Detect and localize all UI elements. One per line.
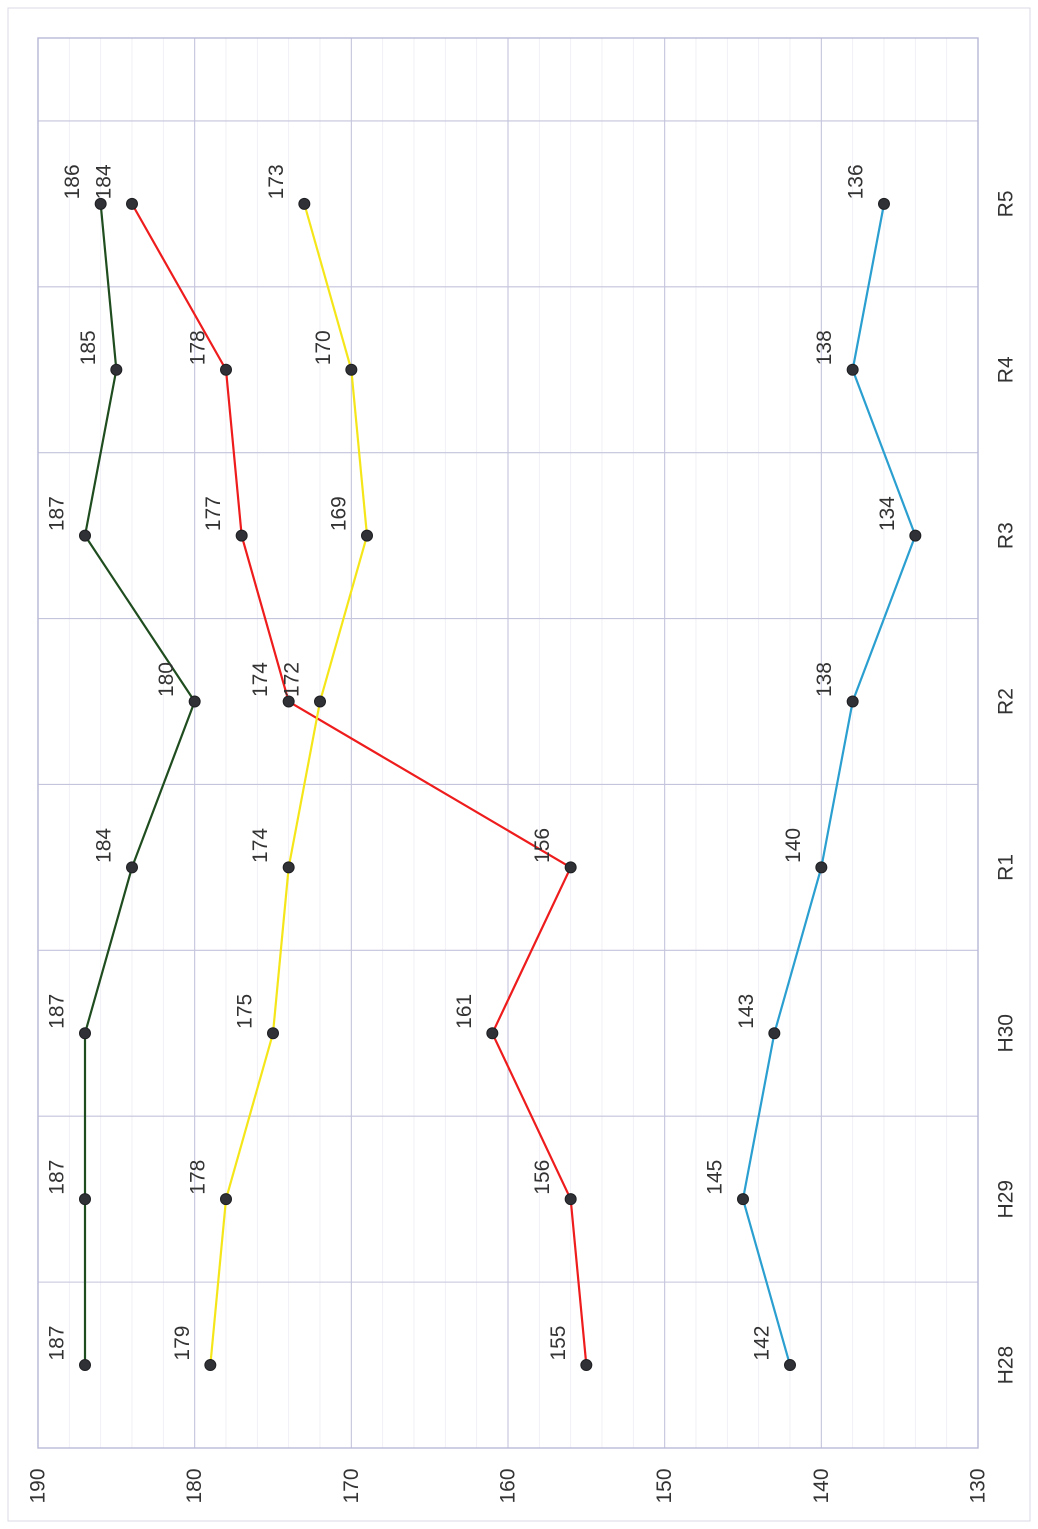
x-tick-label: H29 [995,1180,1018,1219]
data-label: 175 [234,994,257,1029]
x-axis: H28 H29 H30 R1 R2 R3 R4 R5 [995,190,1018,1384]
data-label: 138 [813,662,836,697]
data-point [580,1359,593,1372]
x-tick-label: R4 [995,356,1018,383]
data-point [846,695,859,708]
data-point [126,861,138,874]
y-tick-label: 130 [967,1468,990,1503]
data-point [784,1359,796,1372]
data-point [768,1027,781,1040]
data-point [79,529,91,542]
data-label: 145 [704,1160,727,1195]
grid [37,38,979,1449]
data-point [220,363,232,376]
data-label: 187 [46,1160,69,1195]
data-point [878,197,890,210]
x-tick-label: R1 [995,854,1018,881]
data-point [79,1027,91,1040]
data-label: 142 [751,1326,774,1361]
data-label: 185 [77,330,100,365]
y-tick-label: 150 [653,1468,676,1503]
data-label: 186 [61,164,84,199]
data-label: 177 [202,496,225,531]
data-label: 169 [328,496,351,531]
x-tick-label: H30 [995,1014,1018,1053]
data-point [564,1193,577,1206]
series-line [131,203,588,1366]
data-point [909,529,922,542]
data-label: 180 [155,662,178,697]
data-point [345,363,358,376]
y-tick-label: 170 [340,1468,363,1503]
data-label: 174 [249,828,272,863]
plot-area [37,37,979,1449]
data-point [314,695,326,708]
data-label: 187 [46,496,69,531]
x-tick-label: R5 [995,190,1018,217]
data-labels: 187 187 187 184 180 187 185 186 155 156 161 156 174 1… [46,164,899,1361]
data-point [815,861,828,874]
data-label: 187 [46,1326,69,1361]
series-points [79,197,922,1372]
y-tick-label: 190 [27,1468,50,1503]
data-label: 170 [312,330,335,365]
data-label: 134 [876,496,899,531]
data-point [282,695,295,708]
data-label: 178 [187,1160,210,1195]
data-point [846,363,859,376]
data-label: 138 [813,330,836,365]
data-point [188,695,201,708]
data-point [94,197,107,210]
data-point [235,529,248,542]
y-tick-label: 140 [810,1468,833,1503]
data-point [110,363,123,376]
data-label: 143 [735,994,758,1029]
series-line [209,203,369,1366]
series-line [741,203,917,1366]
data-point [267,1027,279,1040]
data-point [298,197,311,210]
data-label: 140 [782,828,805,863]
data-label: 161 [453,994,476,1029]
x-tick-label: H28 [995,1346,1018,1385]
data-point [564,861,577,874]
data-point [282,861,295,874]
data-label: 136 [845,164,868,199]
data-label: 184 [93,164,116,199]
data-point [220,1193,232,1206]
data-label: 174 [249,662,272,697]
data-point [737,1193,749,1206]
y-tick-label: 180 [183,1468,206,1503]
series-lines [83,203,917,1366]
data-label: 179 [171,1326,194,1361]
data-point [126,197,138,210]
data-label: 156 [531,1160,554,1195]
x-tick-label: R3 [995,522,1018,549]
x-tick-label: R2 [995,688,1018,715]
data-point [204,1359,217,1372]
y-tick-label: 160 [497,1468,520,1503]
data-label: 172 [281,662,304,697]
data-label: 178 [187,330,210,365]
data-point [79,1359,91,1372]
data-point [486,1027,499,1040]
data-label: 184 [93,828,116,863]
data-point [361,529,373,542]
page-border [7,7,1031,1522]
series-line [83,203,196,1366]
data-label: 155 [547,1326,570,1361]
data-label: 156 [531,828,554,863]
data-point [79,1193,91,1206]
data-label: 187 [46,994,69,1029]
y-axis: 190 180 170 160 150 140 130 [27,1468,990,1503]
data-label: 173 [265,164,288,199]
